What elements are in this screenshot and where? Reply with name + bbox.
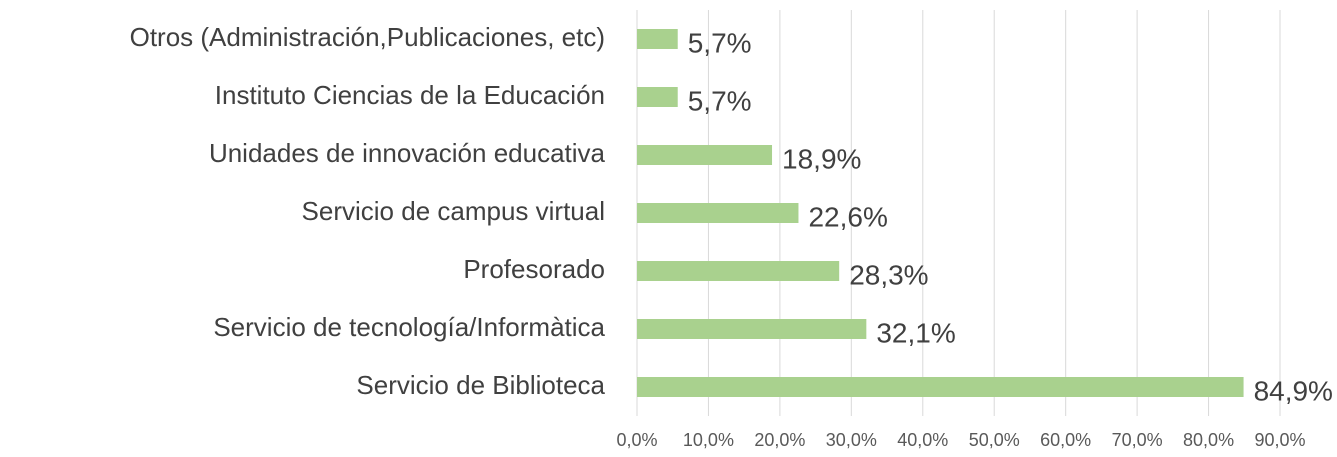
bar — [637, 261, 840, 281]
bar — [637, 145, 773, 165]
value-label: 18,9% — [782, 143, 861, 174]
x-tick-label: 20,0% — [754, 430, 805, 450]
x-tick-label: 80,0% — [1183, 430, 1234, 450]
bar — [637, 377, 1244, 397]
value-label: 5,7% — [688, 27, 752, 58]
bar — [637, 319, 867, 339]
category-label: Servicio de Biblioteca — [356, 370, 605, 400]
value-label: 22,6% — [808, 201, 887, 232]
category-label: Servicio de campus virtual — [302, 196, 605, 226]
value-label: 5,7% — [688, 85, 752, 116]
category-label: Unidades de innovación educativa — [209, 138, 606, 168]
x-tick-label: 50,0% — [969, 430, 1020, 450]
bar — [637, 87, 678, 107]
x-tick-label: 40,0% — [897, 430, 948, 450]
category-label: Otros (Administración,Publicaciones, etc… — [130, 22, 605, 52]
bar — [637, 203, 799, 223]
x-tick-label: 90,0% — [1254, 430, 1305, 450]
value-label: 84,9% — [1254, 375, 1333, 406]
bar — [637, 29, 678, 49]
x-tick-label: 70,0% — [1112, 430, 1163, 450]
category-label: Instituto Ciencias de la Educación — [215, 80, 605, 110]
x-tick-label: 10,0% — [683, 430, 734, 450]
x-tick-label: 30,0% — [826, 430, 877, 450]
category-label: Servicio de tecnología/Informàtica — [213, 312, 605, 342]
x-tick-label: 0,0% — [616, 430, 657, 450]
value-label: 32,1% — [876, 317, 955, 348]
x-tick-label: 60,0% — [1040, 430, 1091, 450]
category-label: Profesorado — [463, 254, 605, 284]
value-label: 28,3% — [849, 259, 928, 290]
